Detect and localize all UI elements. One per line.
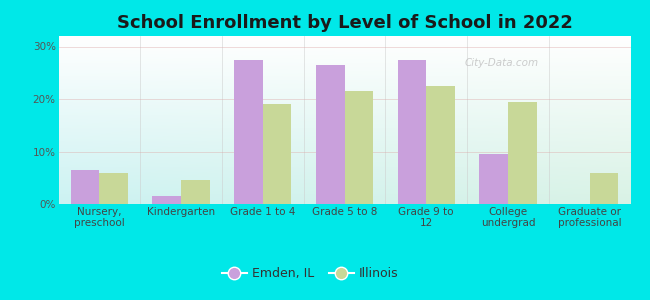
Bar <box>153 196 181 204</box>
Bar <box>234 60 263 204</box>
Bar <box>426 86 455 204</box>
Bar <box>479 154 508 204</box>
Bar <box>508 102 536 204</box>
Bar <box>344 91 373 204</box>
Bar <box>99 172 128 204</box>
Bar <box>263 104 291 204</box>
Bar <box>590 172 618 204</box>
Legend: Emden, IL, Illinois: Emden, IL, Illinois <box>216 262 404 285</box>
Title: School Enrollment by Level of School in 2022: School Enrollment by Level of School in … <box>116 14 573 32</box>
Bar <box>316 65 344 204</box>
Bar <box>181 180 210 204</box>
Bar <box>71 170 99 204</box>
Text: City-Data.com: City-Data.com <box>465 58 539 68</box>
Bar <box>398 60 426 204</box>
